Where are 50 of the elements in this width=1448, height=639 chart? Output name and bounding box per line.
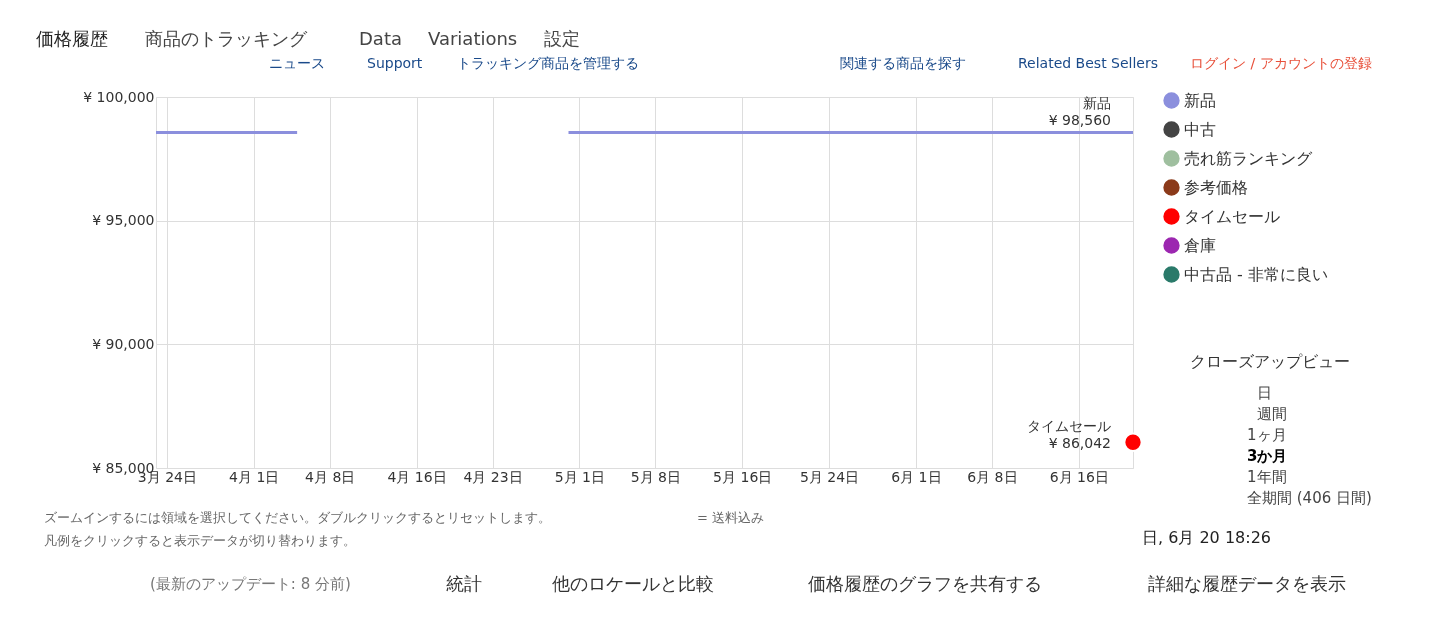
text: 商品のトラッキング xyxy=(145,28,308,49)
text: クローズアップビュー xyxy=(1190,352,1350,371)
text: Variations xyxy=(428,28,518,49)
text: ニュース xyxy=(269,55,325,71)
x-tick-label: 4月 1日 xyxy=(229,468,280,485)
text: 価格履歴 xyxy=(36,28,108,49)
text: 詳細な履歴データを表示 xyxy=(1148,573,1346,594)
text: 統計 xyxy=(446,573,482,594)
y-tick-label: ¥ 100,000 xyxy=(83,88,155,105)
annotation: 新品 ¥ 98,560 xyxy=(1048,94,1111,128)
text: Related Best Sellers xyxy=(1018,55,1159,71)
text: 日 xyxy=(1257,384,1272,402)
text: トラッキング商品を管理する xyxy=(457,55,639,71)
text: 週間 xyxy=(1257,405,1287,423)
legend-label: 倉庫 xyxy=(1184,235,1216,255)
text: ログイン / アカウントの登録 xyxy=(1190,55,1372,71)
text: 1ヶ月 xyxy=(1247,426,1287,444)
x-tick-label: 5月 1日 xyxy=(554,468,605,485)
x-tick-label: 6月 1日 xyxy=(891,468,942,485)
legend-label: 新品 xyxy=(1184,90,1216,110)
text: Data xyxy=(359,28,402,49)
y-tick-label: ¥ 90,000 xyxy=(92,335,155,352)
x-tick-label: 6月 16日 xyxy=(1049,468,1109,485)
legend-label: 参考価格 xyxy=(1184,177,1248,197)
y-tick-label: ¥ 95,000 xyxy=(92,212,155,229)
x-tick-label: 6月 8日 xyxy=(967,468,1018,485)
legend-label: 中古 xyxy=(1184,119,1216,139)
text: 価格履歴のグラフを共有する xyxy=(808,573,1042,594)
text: 関連する商品を探す xyxy=(840,55,966,71)
text: = 送料込み xyxy=(697,510,765,525)
text: 凡例をクリックすると表示データが切り替わります。 xyxy=(44,533,356,548)
text: 1年間 xyxy=(1247,468,1287,486)
x-tick-label: 5月 16日 xyxy=(713,468,773,485)
text: 全期間 (406 日間) xyxy=(1247,489,1372,507)
text: 設定 xyxy=(544,28,580,49)
text: 日, 6月 20 18:26 xyxy=(1142,528,1271,547)
text: ズームインするには領域を選択してください。ダブルクリックするとリセットします。 xyxy=(44,510,551,525)
text: Support xyxy=(367,55,423,71)
text: 他のロケールと比較 xyxy=(552,573,714,594)
legend-label: 売れ筋ランキング xyxy=(1184,148,1313,168)
x-tick-label: 4月 23日 xyxy=(463,468,523,485)
annotation: タイムセール ¥ 86,042 xyxy=(1027,418,1111,452)
legend-label: 中古品 - 非常に良い xyxy=(1184,264,1328,284)
text: 3か月 xyxy=(1247,447,1288,465)
x-tick-label: 4月 8日 xyxy=(305,468,356,485)
legend-label: タイムセール xyxy=(1184,206,1280,226)
x-tick-label: 4月 16日 xyxy=(387,468,447,485)
x-tick-label: 5月 8日 xyxy=(630,468,681,485)
x-tick-label: 5月 24日 xyxy=(799,468,860,485)
text: (最新のアップデート: 8 分前) xyxy=(150,575,351,593)
